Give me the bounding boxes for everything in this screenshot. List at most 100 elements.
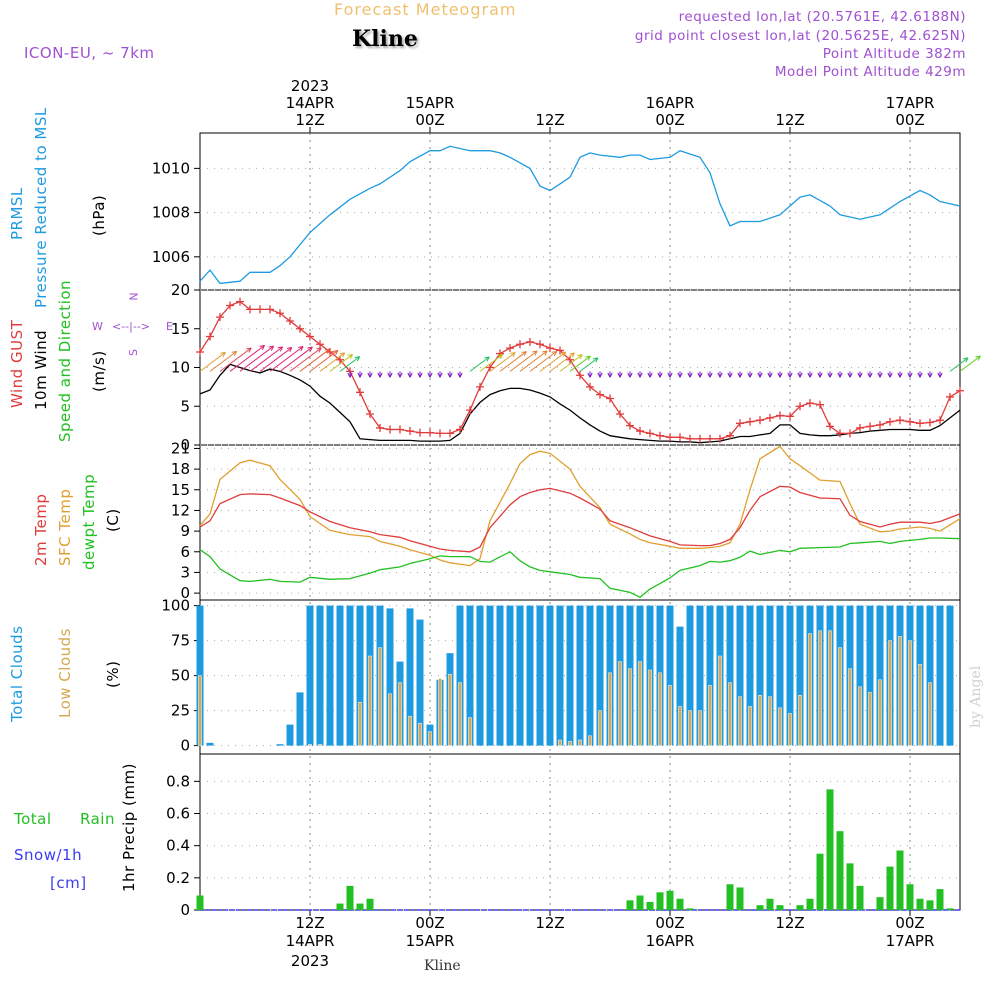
compass-arrows: <--|--> — [112, 320, 151, 333]
gust-marker — [426, 428, 434, 437]
gust-marker — [646, 429, 654, 438]
wind-arrow-head — [367, 372, 373, 378]
gust-marker — [526, 337, 534, 346]
gust-marker — [876, 420, 884, 429]
gust-marker — [816, 400, 824, 409]
low-cloud-bar — [658, 672, 662, 746]
wind-arrow-head — [339, 352, 346, 358]
wind-arrow-head — [551, 350, 558, 357]
gust-marker — [366, 410, 374, 418]
gust-marker — [306, 332, 314, 341]
low-cloud-bar — [308, 743, 312, 746]
gust-marker — [236, 297, 244, 306]
gust-marker — [626, 421, 634, 430]
gust-marker — [856, 423, 864, 432]
wind-arrow-head — [347, 372, 353, 378]
wind-arrow-head — [521, 351, 527, 357]
wind-arrow-head — [697, 372, 703, 378]
snow-label: Snow/1h — [14, 846, 83, 864]
point-altitude: Point Altitude 382m — [822, 46, 966, 62]
gust-marker — [406, 427, 414, 436]
low-cloud-bar — [868, 692, 872, 746]
gust-marker — [886, 417, 894, 426]
total-cloud-bar — [676, 626, 684, 746]
low-cloud-bar — [368, 655, 372, 746]
wind-arrow-head — [354, 356, 361, 362]
low-cloud-bar — [428, 731, 432, 746]
wind-arrow-head — [737, 372, 743, 378]
gust-marker — [936, 416, 944, 425]
precip-bar — [826, 789, 834, 910]
precip-bar — [846, 863, 854, 910]
wind-arrow-head — [647, 372, 653, 378]
bottom-tick-time-label: 12Z — [295, 914, 324, 932]
wind-arrow-head — [427, 372, 433, 378]
low-cloud-bar — [628, 668, 632, 746]
wind-arrow-head — [298, 346, 304, 352]
compass-legend: N W <--|--> E S — [90, 290, 180, 360]
low-cloud-bar — [818, 630, 822, 746]
gust-marker — [196, 348, 204, 356]
ytick-label-clouds: 100 — [161, 597, 190, 615]
bottom-tick-time-label: 00Z — [895, 914, 924, 932]
precip-total-label: Total — [14, 810, 52, 828]
ytick-label-pressure: 1010 — [152, 159, 190, 177]
gust-marker — [596, 390, 604, 399]
low-cloud-bar — [468, 717, 472, 746]
gust-marker — [566, 355, 574, 364]
wind-arrow-head — [827, 372, 833, 378]
low-cloud-bar — [838, 647, 842, 746]
low-cloud-bar — [688, 710, 692, 746]
wind-arrow-head — [324, 348, 331, 354]
wind-direction-arrow — [539, 351, 566, 372]
gust-marker — [206, 332, 214, 341]
low-cloud-bar — [678, 706, 682, 746]
gust-marker — [516, 340, 524, 349]
total-cloud-bar — [306, 605, 314, 746]
wind-arrow-head — [259, 344, 266, 351]
total-cloud-bar — [456, 605, 464, 746]
wind-arrow-head — [377, 372, 383, 378]
wind-arrow-head — [767, 372, 773, 378]
precip-bar — [906, 884, 914, 910]
panel-frame-pressure — [199, 132, 961, 291]
low-cloud-bar — [588, 735, 592, 746]
wind-arrow-head — [542, 350, 548, 356]
gust-marker — [336, 355, 344, 364]
total-cloud-bar — [556, 605, 564, 746]
precip-bar — [676, 898, 684, 910]
low-cloud-bar — [698, 710, 702, 746]
gust-marker — [686, 434, 694, 443]
top-tick-date-label: 17APR — [886, 94, 935, 112]
wind-arrow-head — [757, 372, 763, 378]
wind-arrow-head — [975, 355, 981, 361]
low-cloud-bar — [748, 706, 752, 746]
total-cloud-bar — [496, 605, 504, 746]
total-cloud-bar — [286, 724, 294, 746]
wind-arrow-head — [246, 347, 252, 353]
wind-arrow-head — [857, 372, 863, 378]
precip-bar — [916, 898, 924, 910]
low-cloud-bar — [928, 682, 932, 746]
gust-marker — [266, 305, 274, 314]
panel-frame-precipitation — [199, 753, 961, 911]
wind-arrow-head — [592, 357, 599, 363]
wind-direction-arrow — [519, 350, 548, 372]
wind-direction-arrow — [479, 353, 504, 372]
wind-direction-arrow — [289, 347, 322, 372]
ytick-label-precipitation: 0.8 — [166, 772, 190, 790]
precip-bar — [626, 900, 634, 910]
gust-marker — [836, 429, 844, 438]
wind-direction-arrow — [199, 351, 226, 372]
low-cloud-bar — [898, 636, 902, 746]
ytick-label-temperature: 9 — [180, 522, 190, 540]
ytick-label-pressure: 1006 — [152, 248, 190, 266]
low-cloud-bar — [908, 640, 912, 746]
gust-marker — [916, 419, 924, 428]
precip-bar — [736, 887, 744, 910]
wind-arrow-head — [617, 372, 623, 378]
ytick-label-clouds: 50 — [171, 667, 190, 685]
wind-arrow-head — [597, 372, 603, 378]
wind-arrow-head — [607, 372, 613, 378]
precip-bar — [346, 885, 354, 910]
